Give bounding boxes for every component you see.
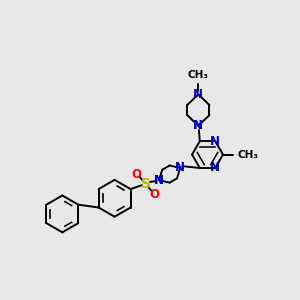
Text: N: N	[210, 135, 220, 148]
Text: CH₃: CH₃	[188, 70, 209, 80]
Text: O: O	[131, 168, 142, 181]
Text: S: S	[141, 177, 151, 191]
Text: N: N	[154, 174, 164, 187]
Text: N: N	[154, 174, 164, 187]
Text: N: N	[193, 119, 203, 132]
Text: O: O	[149, 188, 159, 201]
Text: N: N	[193, 88, 203, 101]
Text: N: N	[193, 119, 203, 132]
Text: CH₃: CH₃	[238, 150, 259, 160]
Text: N: N	[175, 161, 185, 175]
Text: N: N	[210, 161, 220, 175]
